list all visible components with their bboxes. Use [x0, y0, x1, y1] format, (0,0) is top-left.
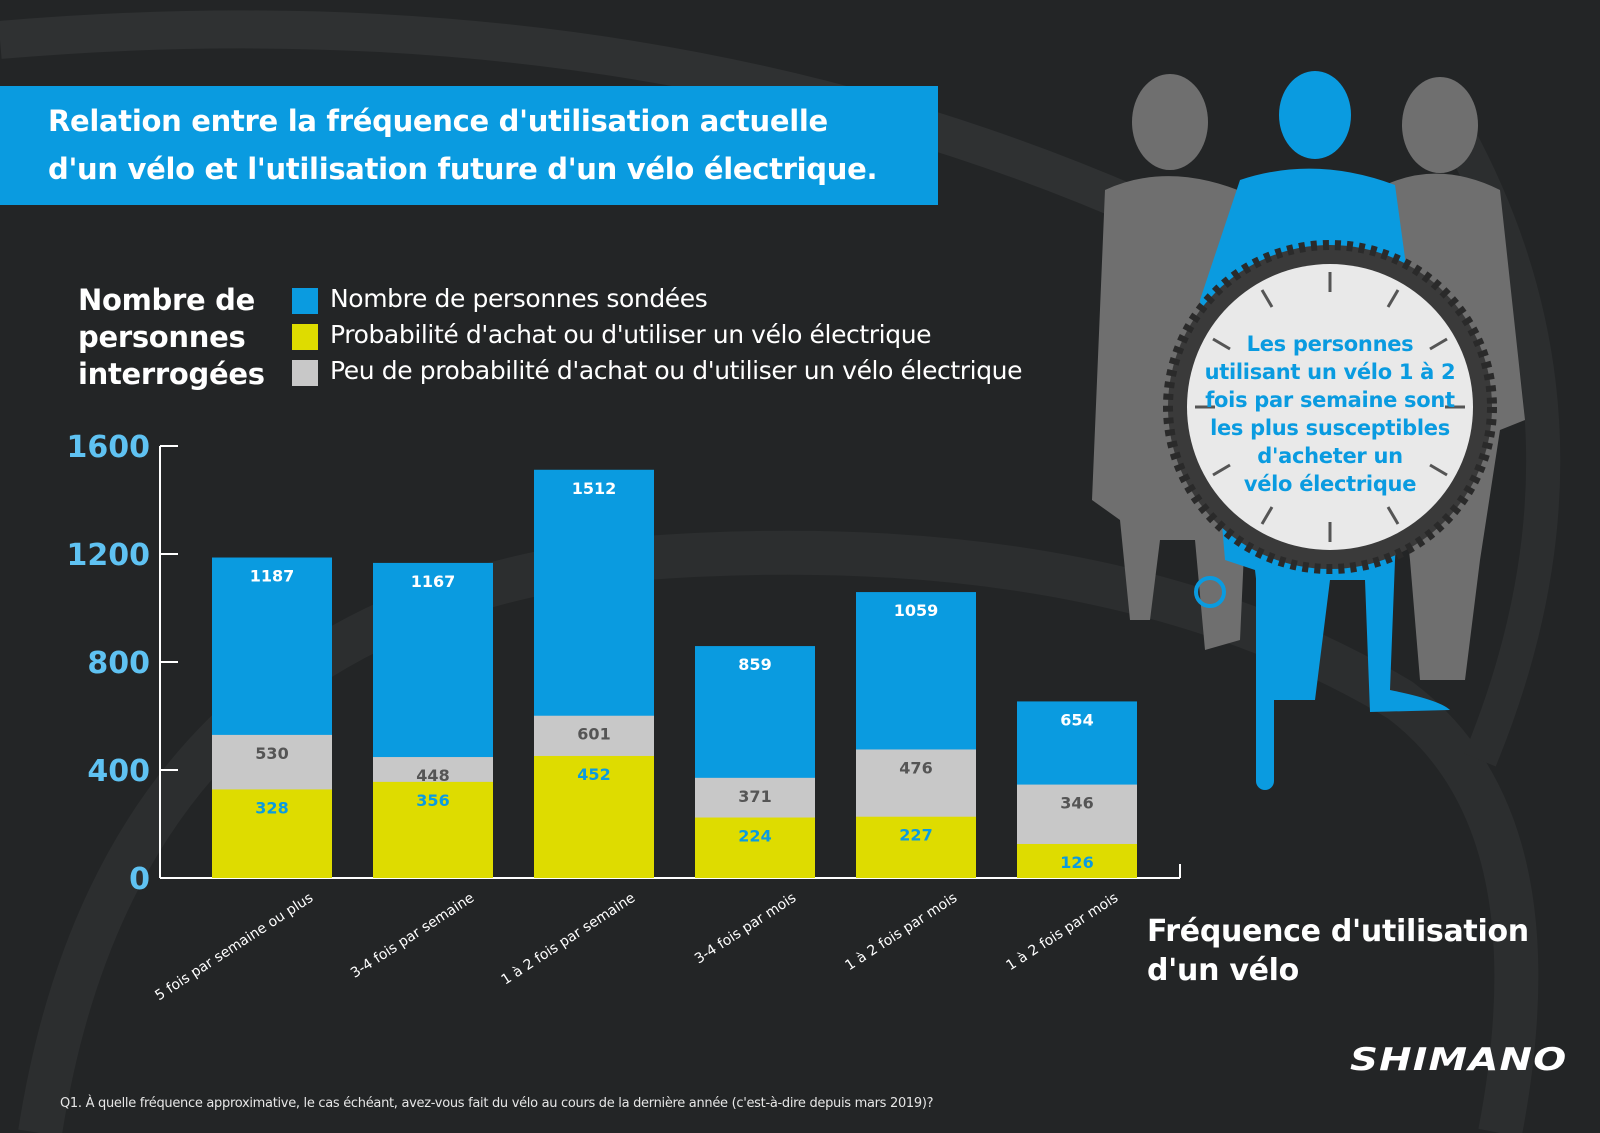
callout-line: fois par semaine sont	[1205, 388, 1455, 412]
legend-swatch-grey	[292, 360, 318, 386]
data-label-total: 1167	[411, 572, 456, 591]
legend-label: Nombre de personnes sondées	[330, 284, 708, 313]
data-label-likely: 328	[255, 798, 288, 817]
y-tick-label: 400	[87, 754, 150, 789]
data-label-likely: 227	[899, 826, 932, 845]
callout-line: utilisant un vélo 1 à 2	[1204, 360, 1456, 384]
shimano-logo: SHIMANO	[1350, 1042, 1568, 1078]
x-axis-title: Fréquence d'utilisation d'un vélo	[1147, 912, 1529, 990]
callout-line: Les personnes	[1246, 332, 1414, 356]
callout-line: d'acheter un	[1257, 444, 1403, 468]
data-label-total: 1059	[894, 601, 939, 620]
data-label-total: 1512	[572, 479, 617, 498]
y-tick-label: 0	[129, 862, 150, 897]
legend-swatch-blue	[292, 288, 318, 314]
data-label-likely: 452	[577, 765, 610, 784]
data-label-unlikely: 346	[1060, 794, 1093, 813]
data-label-total: 654	[1060, 710, 1093, 729]
x-axis-title-line: Fréquence d'utilisation	[1147, 914, 1529, 949]
data-label-likely: 224	[738, 827, 771, 846]
legend-label: Probabilité d'achat ou d'utiliser un vél…	[330, 320, 932, 349]
x-tick-label: 1 à 2 fois par semaine	[499, 890, 639, 988]
bar-likely	[695, 817, 815, 878]
wheel-icon	[1163, 240, 1497, 574]
x-tick-label: 3-4 fois par semaine	[348, 890, 477, 982]
data-label-likely: 356	[416, 791, 449, 810]
footnote: Q1. À quelle fréquence approximative, le…	[60, 1096, 934, 1111]
data-label-unlikely: 530	[255, 744, 288, 763]
data-label-unlikely: 601	[577, 725, 610, 744]
callout-line: vélo électrique	[1243, 472, 1417, 496]
chart-title-line-2: d'un vélo et l'utilisation future d'un v…	[48, 152, 878, 186]
y-tick-label: 800	[87, 646, 150, 681]
y-axis-title-line: Nombre de	[78, 283, 255, 317]
bar-likely	[1017, 843, 1137, 878]
chart-title-line-1: Relation entre la fréquence d'utilisatio…	[48, 104, 828, 138]
y-axis-title-line: personnes	[78, 320, 246, 354]
callout-line: les plus susceptibles	[1210, 416, 1450, 440]
x-tick-label: 1 à 2 fois par mois	[1003, 890, 1121, 974]
data-label-total: 1187	[250, 567, 295, 586]
x-axis-title-line: d'un vélo	[1147, 953, 1299, 988]
bar-likely	[373, 781, 493, 878]
data-label-total: 859	[738, 655, 771, 674]
bar-likely	[212, 789, 332, 878]
data-label-unlikely: 476	[899, 758, 932, 777]
y-tick-label: 1600	[67, 430, 151, 465]
y-tick-label: 1200	[67, 538, 151, 573]
x-tick-label: 1 à 2 fois par mois	[842, 890, 960, 974]
bar-likely	[856, 816, 976, 878]
legend-label: Peu de probabilité d'achat ou d'utiliser…	[330, 356, 1023, 385]
data-label-likely: 126	[1060, 853, 1093, 872]
x-tick-label: 5 fois par semaine ou plus	[152, 890, 316, 1004]
data-label-unlikely: 448	[416, 766, 449, 785]
x-tick-label: 3-4 fois par mois	[692, 890, 799, 967]
y-axis-title: Nombre de personnes interrogées	[78, 282, 265, 393]
y-axis-title-line: interrogées	[78, 357, 265, 391]
wheel-callout: Les personnes utilisant un vélo 1 à 2 fo…	[1190, 330, 1470, 498]
title-banner: Relation entre la fréquence d'utilisatio…	[0, 86, 938, 205]
bar-likely	[534, 755, 654, 878]
data-label-unlikely: 371	[738, 787, 771, 806]
legend-swatch-yellow	[292, 324, 318, 350]
